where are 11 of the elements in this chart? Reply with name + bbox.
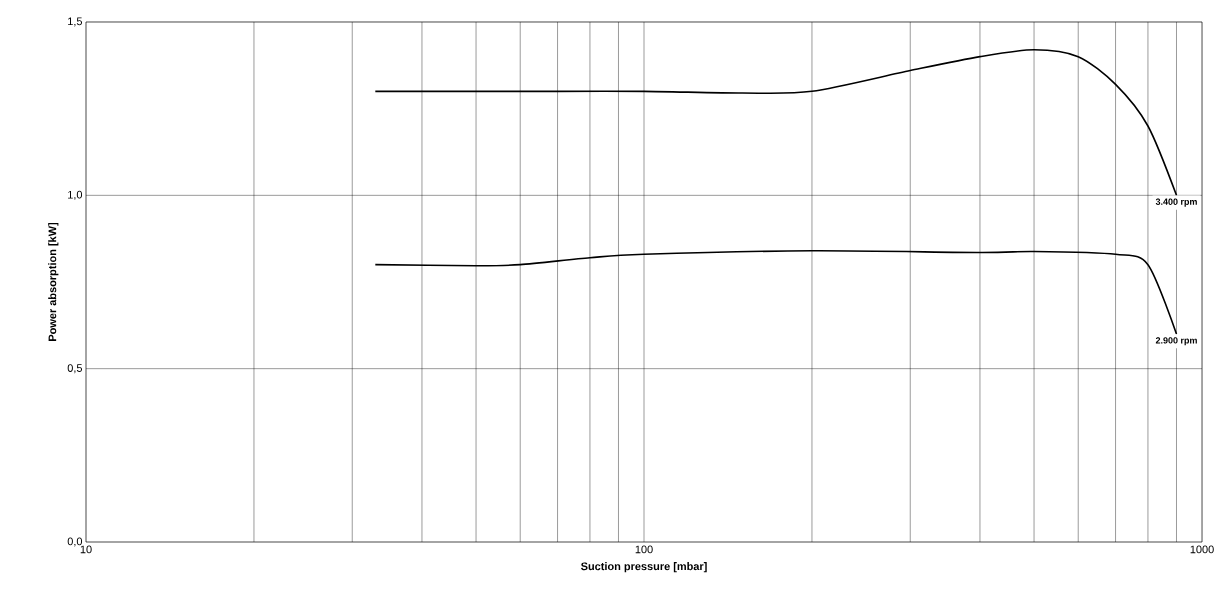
x-axis-title: Suction pressure [mbar] xyxy=(580,562,707,573)
y-tick-label: 0,5 xyxy=(67,364,83,374)
y-tick-label: 0,0 xyxy=(67,537,83,547)
y-tick-label: 1,0 xyxy=(68,190,83,200)
y-tick-label: 1,5 xyxy=(68,17,83,27)
annotation: 3.400 rpm xyxy=(1155,198,1197,207)
annotation: 2.900 rpm xyxy=(1155,337,1197,346)
x-tick-label: 1000 xyxy=(1190,545,1214,554)
y-axis-title: Power absorption [kW] xyxy=(48,222,59,341)
x-tick-label: 10 xyxy=(80,545,92,554)
x-tick-label: 100 xyxy=(635,545,653,554)
